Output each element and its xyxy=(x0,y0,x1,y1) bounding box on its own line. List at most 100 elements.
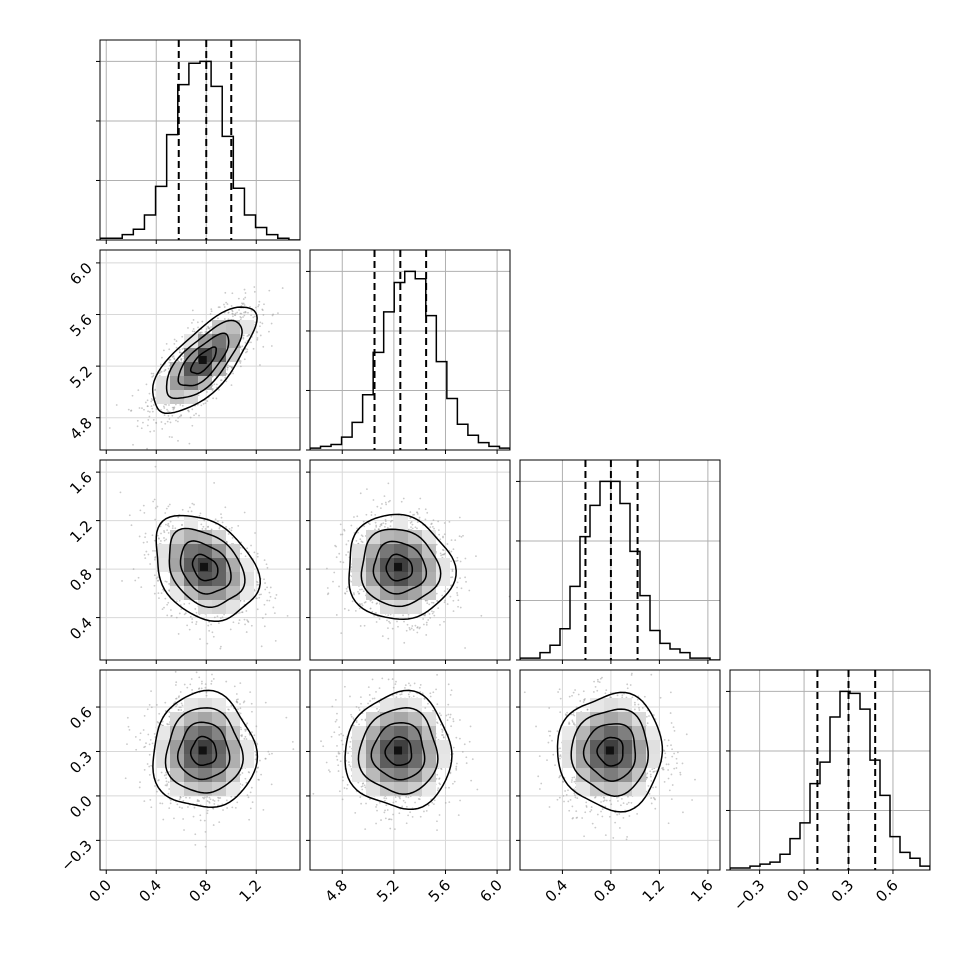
scatter-point xyxy=(206,400,209,402)
scatter-point xyxy=(241,303,244,305)
scatter-point xyxy=(437,529,440,532)
panel-frame xyxy=(729,669,931,871)
scatter-point xyxy=(203,796,206,799)
scatter-point xyxy=(361,603,363,605)
scatter-point xyxy=(381,503,383,505)
scatter-point xyxy=(175,346,178,349)
scatter-point xyxy=(374,612,377,615)
scatter-point xyxy=(263,303,265,306)
scatter-point xyxy=(146,763,149,765)
scatter-point xyxy=(171,414,174,417)
scatter-point xyxy=(150,372,153,375)
density-cell xyxy=(184,376,198,390)
scatter-point xyxy=(480,614,483,617)
scatter-point xyxy=(165,771,167,774)
scatter-point xyxy=(425,623,428,626)
scatter-point xyxy=(178,806,181,809)
scatter-point xyxy=(198,676,201,679)
scatter-point xyxy=(256,608,259,611)
scatter-point xyxy=(409,511,412,513)
scatter-point xyxy=(181,404,184,407)
scatter-point xyxy=(166,614,169,617)
scatter-point xyxy=(346,586,349,588)
scatter-point xyxy=(383,495,386,498)
scatter-point xyxy=(217,799,220,802)
scatter-point xyxy=(250,314,253,317)
scatter-point xyxy=(160,370,163,373)
scatter-point xyxy=(169,421,172,424)
scatter-point xyxy=(431,601,433,604)
scatter-point xyxy=(431,612,434,615)
scatter-point xyxy=(174,403,177,406)
scatter-point xyxy=(153,592,156,595)
scatter-point xyxy=(258,593,261,596)
scatter-point xyxy=(174,527,177,530)
scatter-point xyxy=(362,520,365,523)
scatter-point xyxy=(462,534,464,537)
scatter-point xyxy=(193,330,196,333)
scatter-point xyxy=(374,521,377,524)
scatter-point xyxy=(168,404,170,406)
scatter-point xyxy=(208,621,211,623)
scatter-point xyxy=(443,533,446,536)
density-cell xyxy=(380,586,394,600)
scatter-point xyxy=(165,507,168,510)
scatter-point xyxy=(446,543,449,545)
scatter-point xyxy=(269,586,272,589)
density-cell xyxy=(170,376,184,390)
scatter-point xyxy=(226,303,229,305)
scatter-point xyxy=(252,347,255,350)
scatter-point xyxy=(177,416,180,419)
scatter-point xyxy=(168,435,171,438)
scatter-point xyxy=(215,383,218,386)
scatter-point xyxy=(217,317,219,320)
scatter-point xyxy=(167,532,170,534)
scatter-point xyxy=(193,414,195,417)
scatter-point xyxy=(156,790,158,793)
scatter-point xyxy=(244,623,246,626)
scatter-point xyxy=(353,593,356,596)
scatter-point xyxy=(254,532,256,534)
joint-content xyxy=(100,670,300,870)
scatter-point xyxy=(165,580,168,583)
scatter-point xyxy=(204,845,207,848)
scatter-point xyxy=(418,507,421,510)
scatter-point xyxy=(154,507,157,509)
scatter-point xyxy=(163,530,165,532)
scatter-point xyxy=(353,516,355,518)
scatter-point xyxy=(191,309,194,312)
contour-line xyxy=(168,527,246,609)
scatter-point xyxy=(163,606,165,609)
scatter-point xyxy=(148,410,151,413)
density-cell xyxy=(394,516,408,530)
scatter-point xyxy=(456,594,459,597)
scatter-point xyxy=(165,403,167,406)
scatter-point xyxy=(246,348,249,351)
scatter-point xyxy=(225,301,228,304)
scatter-point xyxy=(153,498,156,501)
scatter-point xyxy=(157,576,159,579)
scatter-point xyxy=(202,525,205,528)
scatter-point xyxy=(168,583,171,585)
scatter-point xyxy=(244,777,247,780)
scatter-point xyxy=(266,586,268,589)
scatter-point xyxy=(389,520,392,523)
scatter-point xyxy=(188,628,191,631)
scatter-point xyxy=(431,610,433,613)
scatter-point xyxy=(143,800,146,803)
scatter-point xyxy=(346,590,348,593)
scatter-point xyxy=(247,334,250,337)
scatter-point xyxy=(197,332,200,335)
scatter-point xyxy=(405,629,408,632)
scatter-point xyxy=(441,594,444,597)
scatter-point xyxy=(258,300,261,303)
scatter-point xyxy=(195,621,198,623)
scatter-point xyxy=(264,613,267,616)
scatter-point xyxy=(347,539,350,542)
scatter-point xyxy=(411,523,414,526)
scatter-point xyxy=(243,618,246,621)
scatter-point xyxy=(219,617,222,619)
scatter-point xyxy=(201,527,204,530)
scatter-point xyxy=(243,288,246,291)
